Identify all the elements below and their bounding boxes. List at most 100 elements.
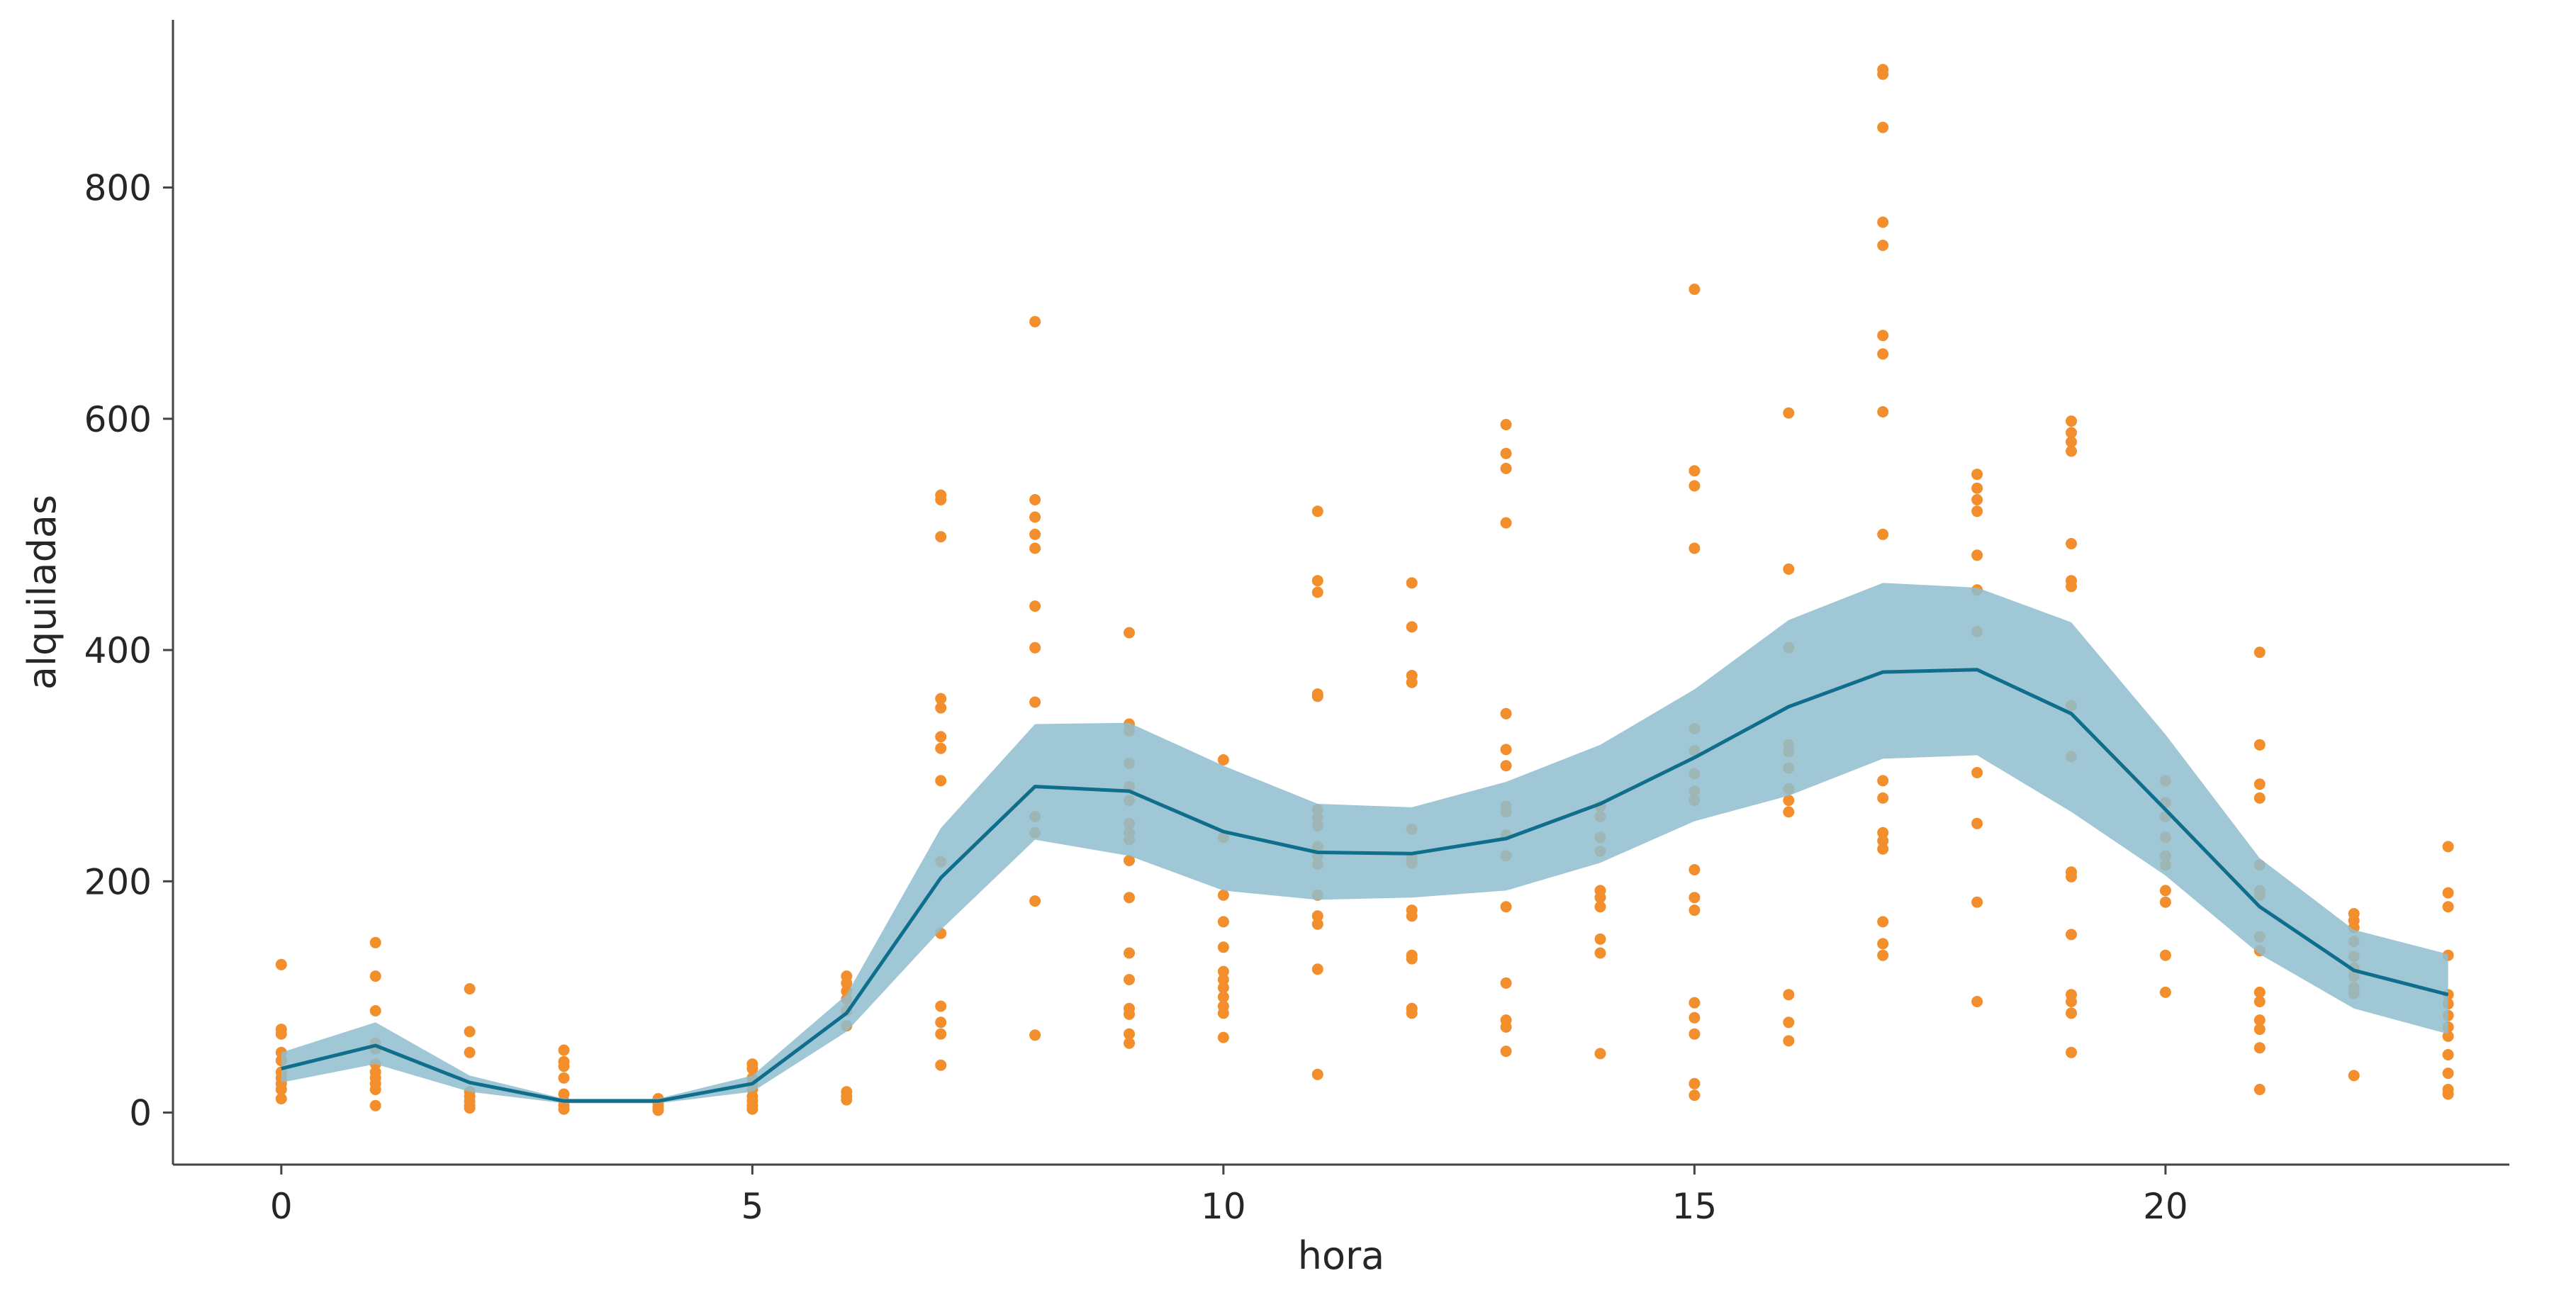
data-point	[935, 1016, 947, 1029]
y-tick-label: 600	[84, 399, 152, 440]
data-point	[1594, 1048, 1606, 1060]
data-point	[1971, 896, 1983, 908]
data-point	[1877, 406, 1889, 418]
data-point	[1689, 904, 1701, 917]
data-point	[464, 983, 476, 994]
data-point	[369, 1005, 381, 1016]
data-point	[275, 1093, 287, 1104]
data-point	[2066, 427, 2077, 439]
data-point	[1500, 462, 1512, 474]
data-point	[2442, 1088, 2454, 1100]
data-point	[1311, 910, 1323, 922]
y-axis-label: alquiladas	[20, 495, 65, 690]
data-point	[746, 1103, 758, 1115]
data-point	[2066, 1046, 2077, 1058]
data-point	[1124, 1028, 1135, 1040]
data-point	[2066, 538, 2077, 549]
data-point	[2253, 792, 2266, 804]
data-point	[1877, 121, 1889, 133]
data-point	[1217, 754, 1229, 766]
data-point	[1689, 1012, 1701, 1024]
data-point	[558, 1072, 570, 1084]
data-point	[935, 693, 947, 705]
data-point	[1877, 949, 1889, 961]
data-point	[1029, 542, 1041, 554]
data-point	[1311, 690, 1323, 702]
axes: 0 5 10 15 20 0 200 400 600 800	[84, 20, 2509, 1227]
data-point	[1594, 901, 1606, 913]
data-point	[1217, 889, 1229, 901]
data-point	[369, 936, 381, 948]
data-point	[1877, 826, 1889, 839]
x-tick-label: 0	[270, 1186, 293, 1227]
data-point	[1029, 315, 1041, 327]
x-tick-label: 20	[2143, 1186, 2188, 1227]
data-point	[369, 1084, 381, 1095]
data-point	[2066, 929, 2077, 941]
data-point	[1877, 916, 1889, 928]
data-point	[841, 1094, 853, 1106]
data-point	[1500, 760, 1512, 772]
data-point	[2066, 436, 2077, 448]
data-point	[1877, 775, 1889, 787]
y-ticks: 0 200 400 600 800	[84, 168, 173, 1134]
data-point	[464, 1026, 476, 1038]
data-point	[1406, 621, 1418, 633]
data-point	[2066, 870, 2077, 882]
data-point	[1971, 996, 1983, 1007]
data-point	[1311, 586, 1323, 598]
data-point	[2159, 949, 2171, 961]
data-point	[1689, 465, 1701, 477]
data-point	[1500, 1021, 1512, 1033]
data-point	[2442, 841, 2454, 853]
data-point	[1689, 997, 1701, 1009]
data-point	[746, 1063, 758, 1075]
data-point	[558, 1060, 570, 1072]
data-point	[935, 742, 947, 754]
data-point	[1783, 989, 1795, 1001]
x-axis-label: hora	[1298, 1233, 1385, 1278]
data-point	[1689, 1089, 1701, 1102]
data-point	[1029, 600, 1041, 612]
data-point	[1124, 855, 1135, 866]
data-point	[1877, 330, 1889, 342]
data-point	[1217, 974, 1229, 985]
data-point	[1124, 947, 1135, 959]
data-point	[1029, 895, 1041, 907]
data-point	[1124, 892, 1135, 904]
data-point	[935, 1000, 947, 1012]
data-point	[1783, 563, 1795, 575]
data-point	[1594, 933, 1606, 945]
data-point	[841, 977, 853, 989]
data-point	[1124, 974, 1135, 985]
data-point	[2253, 1024, 2266, 1036]
data-point	[935, 531, 947, 543]
data-point	[1029, 528, 1041, 540]
data-point	[1311, 575, 1323, 587]
data-point	[1971, 817, 1983, 829]
data-point	[2066, 445, 2077, 457]
data-point	[1124, 1037, 1135, 1049]
data-point	[1500, 419, 1512, 430]
data-point	[558, 1044, 570, 1056]
data-point	[1029, 641, 1041, 654]
data-point	[2066, 581, 2077, 593]
data-point	[935, 702, 947, 714]
data-point	[935, 1028, 947, 1040]
data-point	[1689, 1028, 1701, 1040]
data-point	[275, 958, 287, 970]
data-point	[1783, 1016, 1795, 1029]
data-point	[935, 1059, 947, 1071]
data-point	[1971, 482, 1983, 494]
data-point	[369, 970, 381, 982]
data-point	[1877, 792, 1889, 804]
data-point	[1500, 901, 1512, 913]
x-tick-label: 15	[1672, 1186, 1718, 1227]
x-tick-label: 5	[741, 1186, 763, 1227]
data-point	[275, 1028, 287, 1040]
confidence-band	[281, 583, 2448, 1104]
data-point	[935, 731, 947, 743]
data-point	[2442, 901, 2454, 913]
data-point	[1877, 843, 1889, 855]
data-point	[2159, 885, 2171, 897]
